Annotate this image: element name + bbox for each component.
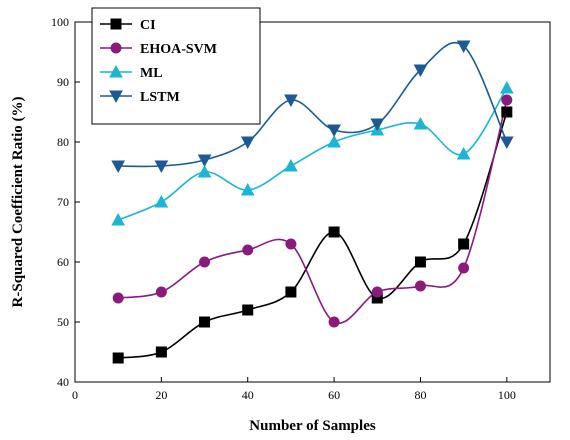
data-point-lstm — [240, 136, 255, 150]
legend-label-ml: ML — [140, 66, 163, 81]
data-point-ci — [328, 226, 340, 238]
data-point-ci — [155, 346, 167, 358]
legend-marker-ml — [109, 64, 123, 78]
legend-label-ehoa-svm: EHOA-SVM — [140, 42, 217, 57]
data-point-lstm — [197, 154, 212, 168]
y-tick-label: 50 — [57, 315, 69, 329]
data-point-ci — [285, 286, 297, 298]
data-point-ml — [111, 212, 126, 226]
data-point-lstm — [154, 160, 169, 174]
data-point-ml — [499, 80, 514, 94]
data-point-ehoa-svm — [328, 316, 340, 328]
data-point-ci — [242, 304, 254, 316]
y-tick-label: 90 — [57, 75, 69, 89]
data-point-lstm — [284, 94, 298, 108]
x-tick-label: 0 — [72, 388, 78, 402]
data-point-ci — [414, 256, 426, 268]
series-line-lstm — [118, 41, 508, 168]
data-point-ehoa-svm — [458, 262, 470, 274]
series-markers — [111, 40, 514, 364]
legend: CI EHOA-SVM ML LSTM — [91, 7, 261, 125]
y-tick-label: 100 — [51, 15, 69, 29]
x-tick-label: 40 — [242, 388, 254, 402]
y-tick-label: 40 — [57, 375, 69, 389]
data-point-ml — [197, 164, 212, 178]
data-point-ci — [458, 238, 470, 250]
data-point-ehoa-svm — [112, 292, 124, 304]
data-point-ml — [284, 158, 298, 172]
data-point-ml — [327, 134, 341, 148]
series-line-ml — [117, 87, 508, 221]
data-point-ml — [456, 146, 471, 160]
axis-ticks: 0 20 40 60 80 100 40 50 60 70 80 90 100 — [51, 15, 516, 402]
legend-label-lstm: LSTM — [140, 90, 180, 105]
data-point-ci — [199, 316, 211, 328]
y-tick-label: 60 — [57, 255, 69, 269]
x-tick-label: 60 — [328, 388, 340, 402]
data-point-ehoa-svm — [501, 94, 513, 106]
x-tick-label: 100 — [498, 388, 516, 402]
legend-marker-ehoa-svm — [110, 42, 122, 54]
data-point-lstm — [499, 136, 514, 150]
y-tick-label: 70 — [57, 195, 69, 209]
legend-label-ci: CI — [140, 18, 156, 33]
data-point-lstm — [327, 124, 341, 138]
legend-marker-ci — [110, 18, 122, 30]
data-point-lstm — [413, 64, 428, 78]
data-point-ehoa-svm — [199, 256, 211, 268]
data-point-ml — [240, 182, 255, 196]
data-point-ml — [413, 116, 428, 130]
data-point-ehoa-svm — [155, 286, 167, 298]
x-tick-label: 20 — [155, 388, 167, 402]
y-tick-label: 80 — [57, 135, 69, 149]
data-point-lstm — [111, 160, 126, 174]
plot-frame — [74, 21, 551, 383]
data-point-ehoa-svm — [285, 238, 297, 250]
legend-marker-lstm — [109, 90, 123, 104]
y-axis-title: R-Squared Coefficient Ratio (%) — [10, 97, 26, 308]
data-point-lstm — [370, 118, 385, 132]
data-point-lstm — [456, 40, 471, 54]
data-point-ehoa-svm — [371, 286, 383, 298]
data-point-ehoa-svm — [414, 280, 426, 292]
data-point-ml — [154, 194, 169, 208]
x-axis-title: Number of Samples — [249, 418, 376, 434]
data-point-ehoa-svm — [242, 244, 254, 256]
data-point-ci — [501, 106, 513, 118]
x-tick-label: 80 — [414, 388, 426, 402]
data-point-ci — [112, 352, 124, 364]
